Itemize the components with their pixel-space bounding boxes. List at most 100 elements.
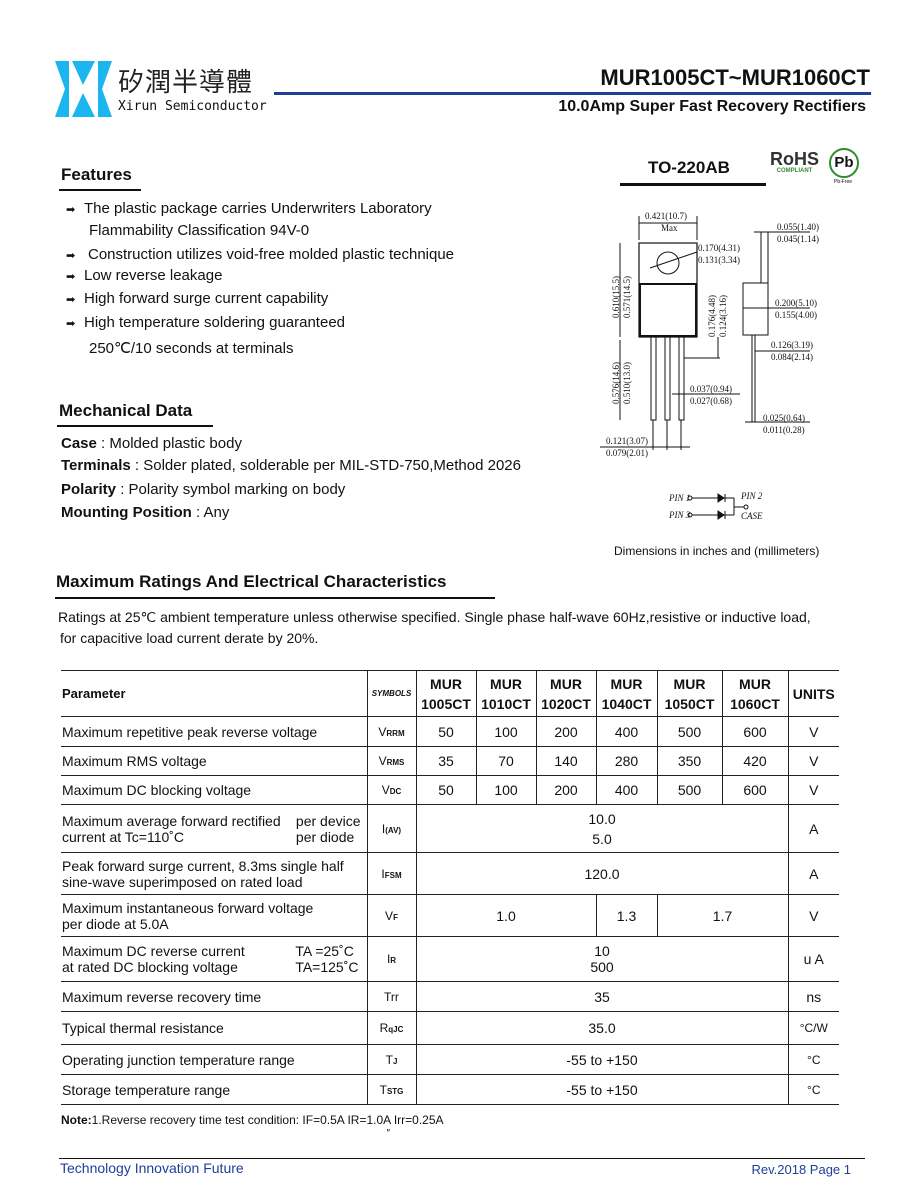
feature-item: ➡ High forward surge current capability [66,290,329,307]
value-cell: -55 to +150 [415,1044,789,1075]
unit-cell: A [788,852,839,895]
svg-text:PIN 2: PIN 2 [740,491,763,501]
param-cell: Maximum RMS voltage [61,746,367,776]
param-cell: Maximum instantaneous forward voltage pe… [61,894,367,937]
pb-free-label: Pb-Free [834,179,853,185]
page-title: MUR1005CT~MUR1060CT [600,65,870,90]
param-cell: Maximum DC blocking voltage [61,775,367,805]
header-parameter: Parameter [61,670,367,717]
dim-label: 0.025(0.64) [763,413,805,423]
value-cell: 600 [721,716,789,747]
param-cell: Maximum average forward rectified current… [61,804,367,853]
header-model: MUR 1010CT [475,670,537,717]
value-cell: 400 [595,775,658,805]
param-cell: Typical thermal resistance [61,1011,367,1045]
symbol-cell: I(AV) [366,804,417,853]
package-underline [620,183,766,186]
footer-slogan: Technology Innovation Future [60,1160,244,1176]
value-cell: 10 500 [415,936,789,982]
param-cell: Maximum DC reverse current at rated DC bl… [61,936,367,982]
dim-label: 0.124(3.16) [718,295,728,337]
header-model: MUR 1040CT [595,670,658,717]
features-title: Features [61,165,132,184]
value-cell: 50 [415,716,477,747]
value-cell: 500 [656,716,723,747]
ratings-table: Parameter SYMBOLS MUR 1005CT MUR 1010CT MU… [61,670,839,1105]
svg-text:CASE: CASE [741,511,763,521]
rohs-icon: RoHS COMPLIANT [770,149,819,174]
dim-label: 0.176(4.48) [707,295,717,337]
dim-label: 0.421(10.7) [645,211,687,221]
mech-terminals: Terminals : Solder plated, solderable pe… [61,457,521,474]
xirun-logo-icon [55,61,112,117]
dim-label: Max [661,223,678,233]
brand-name-en: Xirun Semiconductor [118,99,267,114]
param-cell: Maximum repetitive peak reverse voltage [61,716,367,747]
dim-label: 0.037(0.94) [690,384,732,394]
unit-cell: ns [788,981,839,1012]
mechanical-title: Mechanical Data [59,401,193,420]
footer-page: Rev.2018 Page 1 [751,1162,852,1177]
param-cell: Operating junction temperature range [61,1044,367,1075]
value-cell: 400 [595,716,658,747]
symbol-cell: VRRM [366,716,417,747]
pb-free-icon: Pb [829,148,859,178]
brand-name-cn: 矽潤半導體 [118,68,254,98]
note-mark: ″ [386,1128,390,1139]
header-model: MUR 1005CT [415,670,477,717]
value-cell: 420 [721,746,789,776]
table-row: Operating junction temperature range TJ … [61,1044,839,1075]
feature-item: ➡ The plastic package carries Underwriter… [66,200,432,217]
dim-label: 0.084(2.14) [771,352,813,362]
symbol-cell: VF [366,894,417,937]
value-cell: 1.0 [415,894,597,937]
header-units: UNITS [788,670,839,717]
feature-item: ➡ Construction utilizes void-free molded … [66,246,455,263]
dim-label: 0.610(15.5) [611,276,621,318]
unit-cell: °C [788,1044,839,1075]
header-rule [274,92,871,95]
arrow-bullet-icon: ➡ [66,294,76,306]
value-cell: 120.0 [415,852,789,895]
unit-cell: V [788,775,839,805]
value-cell: -55 to +150 [415,1074,789,1105]
mech-mounting: Mounting Position : Any [61,504,230,521]
param-cell: Maximum reverse recovery time [61,981,367,1012]
symbol-cell: VDC [366,775,417,805]
value-cell: 200 [535,716,597,747]
unit-cell: V [788,716,839,747]
mechanical-underline [57,425,213,427]
symbol-cell: TJ [366,1044,417,1075]
symbol-cell: IFSM [366,852,417,895]
table-row: Maximum DC reverse current at rated DC bl… [61,936,839,982]
header-model: MUR 1020CT [535,670,597,717]
value-cell: 100 [475,716,537,747]
dim-label: 0.079(2.01) [606,448,648,458]
svg-text:PIN 3: PIN 3 [668,510,691,520]
arrow-bullet-icon: ➡ [66,318,76,330]
dimensions-note: Dimensions in inches and (millimeters) [614,544,820,558]
dim-label: 0.155(4.00) [775,310,817,320]
dim-label: 0.576(14.6) [611,362,621,404]
table-row: Maximum RMS voltage VRMS 35 70 140 280 350 42… [61,746,839,776]
footer-rule [59,1158,865,1159]
dim-label: 0.131(3.34) [698,255,740,265]
value-cell: 140 [535,746,597,776]
value-cell: 35 [415,981,789,1012]
dim-label: 0.121(3.07) [606,436,648,446]
feature-item: Flammability Classification 94V-0 [89,222,310,239]
dim-label: 0.510(13.0) [622,362,632,404]
value-cell: 35 [415,746,477,776]
table-note: Note:1.Reverse recovery time test condit… [61,1113,444,1127]
unit-cell: A [788,804,839,853]
unit-cell: V [788,894,839,937]
value-cell: 350 [656,746,723,776]
table-row: Typical thermal resistance RqJC 35.0 °C/… [61,1011,839,1045]
value-cell: 50 [415,775,477,805]
table-row: Maximum average forward rectified current… [61,804,839,853]
mech-polarity: Polarity : Polarity symbol marking on bo… [61,481,346,498]
table-row: Peak forward surge current, 8.3ms single… [61,852,839,895]
dim-label: 0.571(14.5) [622,276,632,318]
arrow-bullet-icon: ➡ [66,250,76,262]
param-cell: Storage temperature range [61,1074,367,1105]
